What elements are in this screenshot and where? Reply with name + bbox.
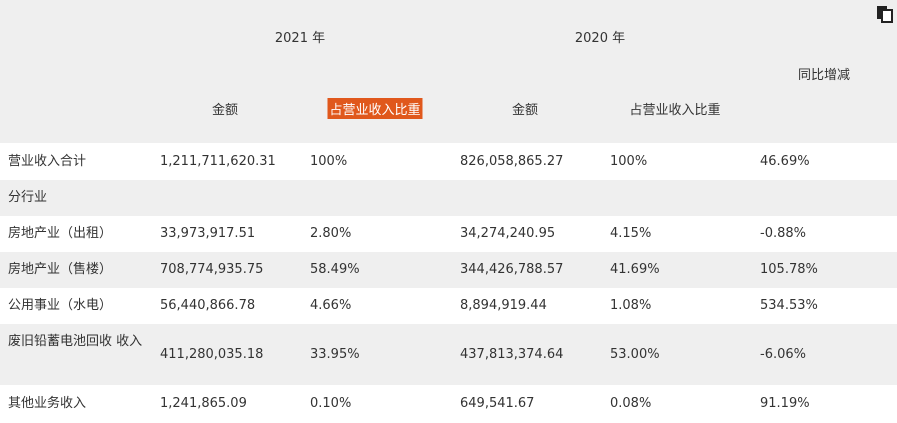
table-cell: 1,241,865.09 [160,396,247,411]
table-cell: -6.06% [760,347,806,362]
year-header: 2021 年 [274,31,326,46]
table-cell: 826,058,865.27 [460,154,564,169]
table-cell: 105.78% [760,262,818,277]
table-cell: 0.10% [310,396,352,411]
table-row: 房地产业（售楼） 708,774,935.75 58.49% 344,426,788.… [0,252,897,288]
table-cell: 2.80% [310,226,352,241]
column-header: 占营业收入比重 [629,103,721,118]
table-cell: 33.95% [310,347,360,362]
row-label: 房地产业（售楼） [8,262,113,277]
column-header-highlighted: 占营业收入比重 [327,98,423,119]
table-cell: 344,426,788.57 [460,262,564,277]
row-label: 房地产业（出租） [8,226,113,241]
table-cell: 91.19% [760,396,810,411]
table-cell: 0.08% [610,396,652,411]
table-cell: 649,541.67 [460,396,535,411]
table-cell: 56,440,866.78 [160,298,256,313]
table-cell: 4.66% [310,298,352,313]
table-cell: 34,274,240.95 [460,226,556,241]
year-header: 2020 年 [574,31,626,46]
table-header [0,0,897,143]
table-row: 房地产业（出租） 33,973,917.51 2.80% 34,274,240.95 4… [0,216,897,252]
table-row: 分行业 [0,180,897,216]
row-label: 分行业 [8,190,48,205]
row-label: 其他业务收入 [8,396,87,411]
row-label: 公用事业（水电） [8,298,113,313]
table-cell: 1,211,711,620.31 [160,154,276,169]
column-header: 同比增减 [797,68,851,83]
table-row: 其他业务收入 1,241,865.09 0.10% 649,541.67 0.08% 91… [0,385,897,423]
table-cell: 100% [610,154,648,169]
table-cell: 58.49% [310,262,360,277]
table-cell: 708,774,935.75 [160,262,264,277]
table-cell: 4.15% [610,226,652,241]
table-row: 公用事业（水电） 56,440,866.78 4.66% 8,894,919.44 1.… [0,288,897,324]
row-label: 废旧铅蓄电池回收 收入 [8,334,143,349]
column-header: 金额 [511,103,539,118]
table-cell: 100% [310,154,348,169]
copy-icon[interactable] [876,5,894,23]
table-cell: 534.53% [760,298,818,313]
table-cell: 33,973,917.51 [160,226,256,241]
row-label: 营业收入合计 [8,154,87,169]
table-row: 废旧铅蓄电池回收 收入 411,280,035.18 33.95% 437,813,3… [0,324,897,385]
table-cell: 437,813,374.64 [460,347,564,362]
column-header: 金额 [211,103,239,118]
table-cell: 1.08% [610,298,652,313]
table-cell: -0.88% [760,226,806,241]
table-cell: 46.69% [760,154,810,169]
table-cell: 411,280,035.18 [160,347,264,362]
table-cell: 8,894,919.44 [460,298,547,313]
table-row: 营业收入合计 1,211,711,620.31 100% 826,058,865.27… [0,143,897,180]
table-cell: 41.69% [610,262,660,277]
table-cell: 53.00% [610,347,660,362]
